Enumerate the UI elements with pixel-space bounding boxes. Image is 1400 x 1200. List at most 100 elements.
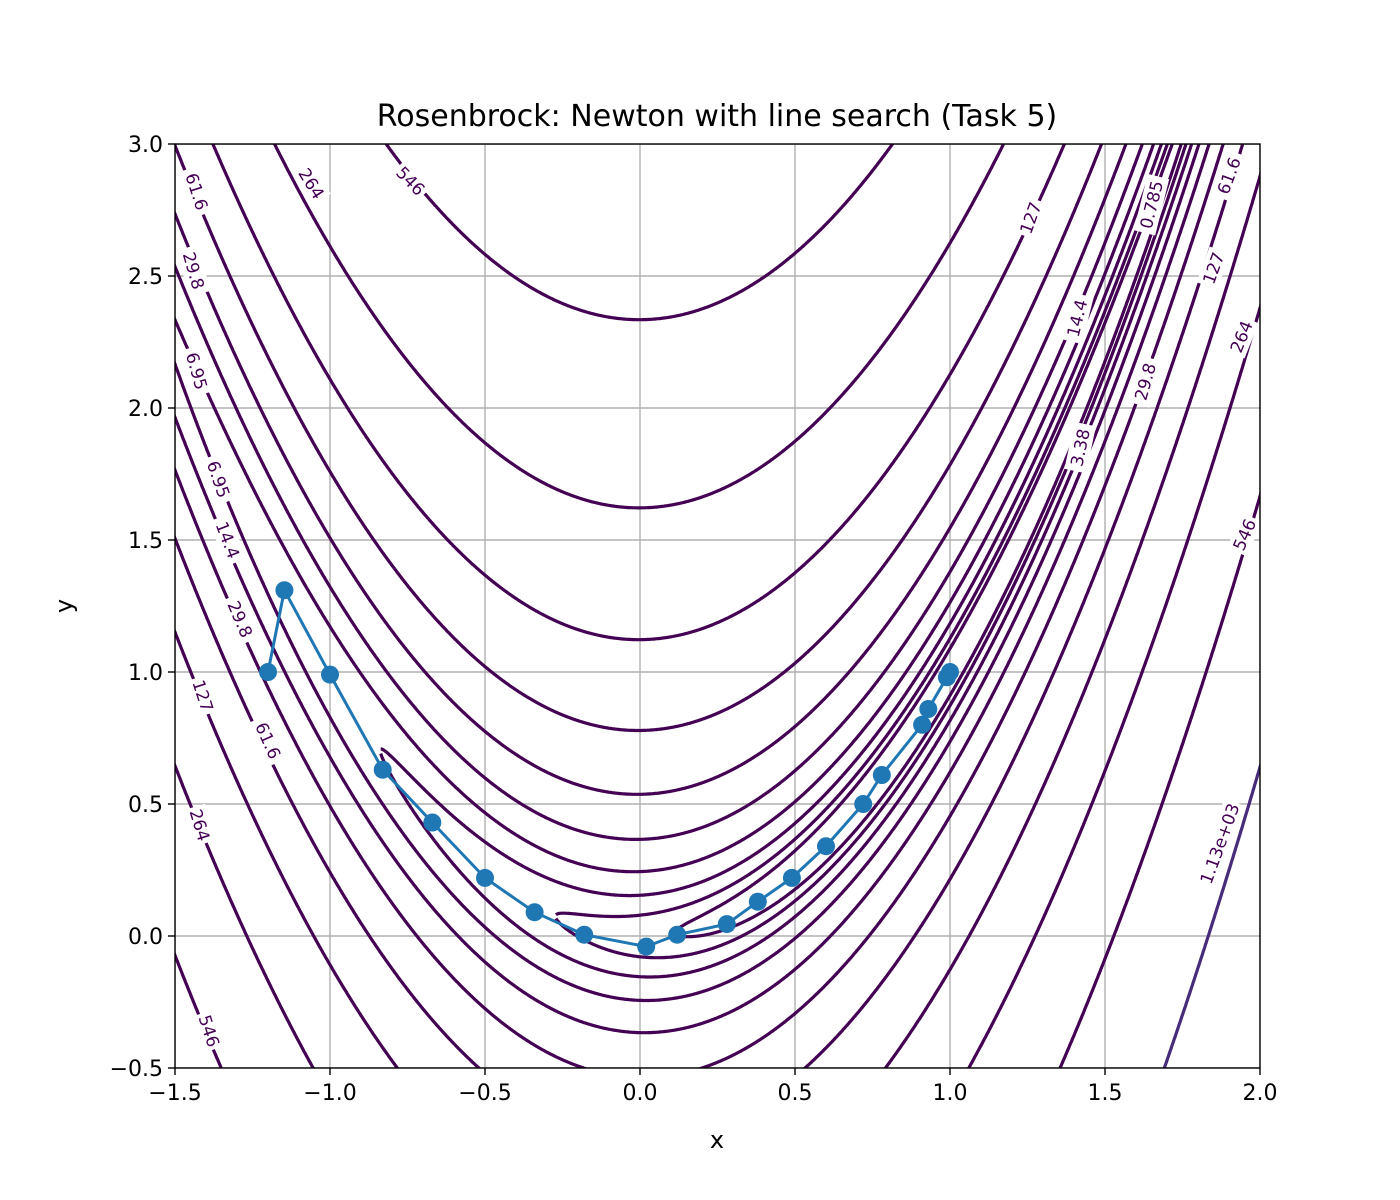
series-path [259,581,959,956]
contour-label-text: 29.8 [223,598,256,641]
grid [175,144,1260,1068]
contour-label-bg [1196,246,1231,290]
contour-line [674,144,1183,939]
contour-line [175,170,1260,1068]
x-tick-label: 2.0 [1243,1081,1278,1106]
series-point [668,925,687,944]
contour-label-bg [186,674,220,718]
contour-label-text: 127 [1017,200,1047,237]
contour-line [175,144,1201,1003]
contour-label-text: 3.38 [1067,427,1094,468]
contour-label-bg [1013,196,1048,240]
contour-label-bg [208,513,247,567]
y-axis-label: y [50,599,78,613]
series-point [259,663,277,681]
contour-label: 264 [183,803,216,847]
contour-label: 127 [1196,246,1231,290]
contour-label: 29.8 [220,592,260,646]
series-point [782,868,801,887]
plot-area: 61.6 264 54629.86.956.9514.429.812761.6264… [113,38,1322,1068]
contour-label-bg [1133,173,1170,236]
series-point [919,700,938,718]
series-line [266,585,952,949]
contour-label-bg [1210,149,1248,203]
contour-label-bg [1224,314,1259,359]
contour-line [175,144,1245,1068]
x-tick-label: 0.0 [623,1081,658,1106]
series-point [321,665,339,684]
contour-label-bg [292,161,331,206]
series-point [525,903,544,922]
contour-label-bg [1060,292,1094,345]
contour-line [175,144,1128,796]
series-point [275,581,294,600]
contour-line [175,490,1260,1068]
y-tick-label: 3.0 [128,133,163,158]
series-point [373,760,392,779]
series-point [575,925,594,944]
contour-line [272,144,1006,510]
y-tick-label: 1.0 [128,661,163,686]
contour-label-text: 29.8 [1131,361,1161,403]
contour-label-bg [1128,355,1163,408]
contour-label: 127 [1013,196,1048,240]
contour-label-text: 127 [1199,250,1229,287]
contour-label: 3.38 [1064,421,1096,474]
series-point [748,892,767,911]
contour-label: 127 [186,674,220,718]
x-axis-label: x [710,1126,724,1154]
contour-label-text: 127 [187,678,216,715]
series-point [637,937,656,956]
contour-label: 61.6 [1210,149,1248,203]
contour-line [175,144,1156,874]
series-point [872,766,891,784]
contour-label-bg [389,159,432,203]
y-tick-label: −0.5 [110,1057,163,1082]
contour-line [113,38,1322,49]
x-tick-label: −1.0 [303,1081,356,1106]
contour-line [1162,761,1260,1068]
y-tick-label: 1.5 [128,529,163,554]
contour-line [379,144,1194,979]
contour-label: 61.6 [178,165,215,218]
contour-label-bg [183,803,216,847]
contour-line [175,144,1145,841]
contour-label: 61.6 [248,714,288,767]
series-point [913,715,932,734]
contour-label-bg [1194,798,1246,889]
contour-line [175,144,1225,1068]
contour-label-text: 264 [1227,318,1258,356]
contour-label-text: 546 [194,1013,223,1050]
contour-label-text: 61.6 [180,171,211,213]
contour-line [380,144,1164,898]
series-point [476,868,494,887]
chart-title: Rosenbrock: Newton with line search (Tas… [377,99,1057,134]
contour-label-text: 0.785 [1137,179,1168,231]
contour-label-bg [178,165,215,218]
contour-label-bg [176,244,211,297]
contour-label-bg [1226,512,1260,557]
ticks: −1.5 −1.0 −0.5 0.0 0.5 1.0 1.5 2.0 −0.5 0.0 0.5 1.0… [110,133,1278,1106]
series-point [717,915,736,934]
axes-frame [174,143,1261,1069]
x-tick-label: 1.0 [933,1081,968,1106]
contour-label-text: 264 [185,807,214,844]
contour-line [554,144,1188,960]
series-point [817,837,835,856]
contour-label: 546 [192,1009,226,1053]
contour-line [175,144,1104,733]
x-tick-label: 1.5 [1088,1081,1123,1106]
y-tick-label: 0.5 [128,793,163,818]
x-tick-label: 0.5 [778,1081,813,1106]
contour-label-text: 6.95 [181,350,211,392]
series-point [854,795,873,813]
contour-label: 264 [1224,314,1259,359]
series-point [941,663,959,681]
contour-line [175,144,1211,1035]
contour-label: 264 [292,161,331,206]
contour-line [384,144,895,322]
contour-label-bg [220,592,260,646]
contour-line [555,144,1170,919]
contour-label-bg [1064,421,1096,474]
contour-label-bg [200,453,237,506]
